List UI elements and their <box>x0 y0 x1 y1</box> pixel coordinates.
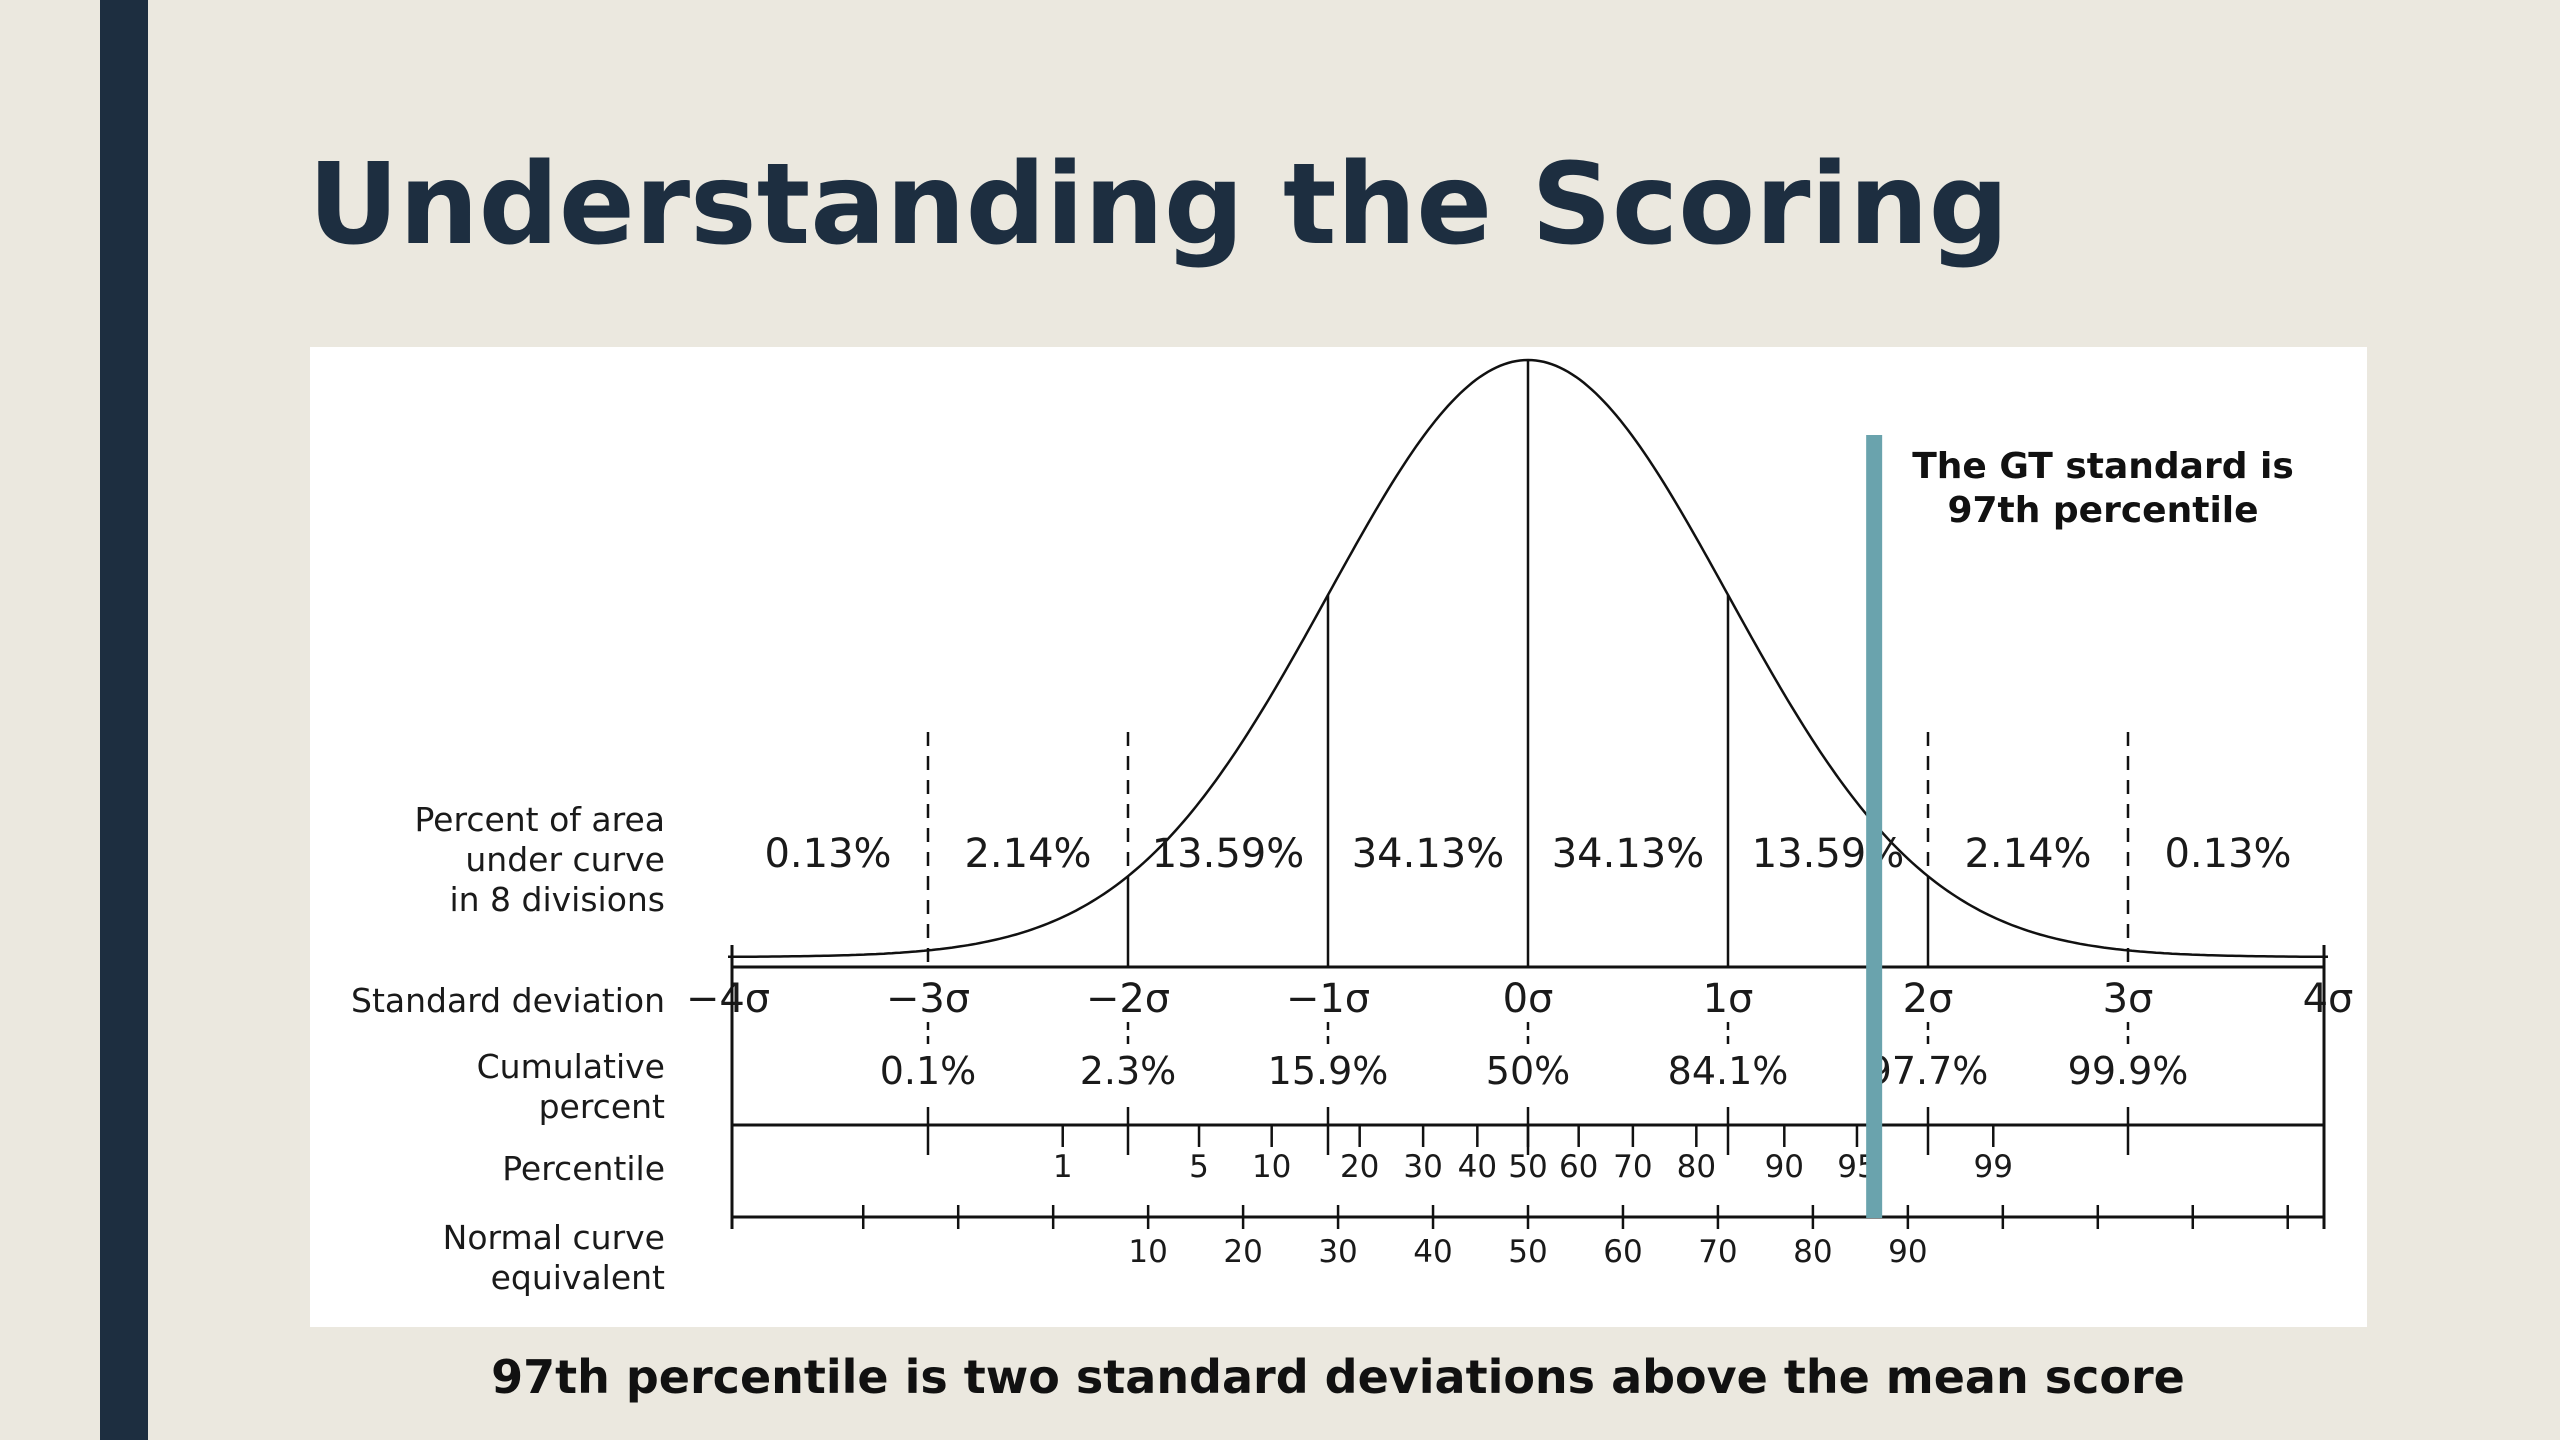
sd-label: 3σ <box>2103 976 2154 1022</box>
cumulative-percent-label: 84.1% <box>1668 1049 1789 1093</box>
cumulative-percent-label: 50% <box>1486 1049 1570 1093</box>
row-label-area: under curve <box>465 840 665 879</box>
cumulative-percent-label: 2.3% <box>1080 1049 1177 1093</box>
sd-label: 1σ <box>1703 976 1754 1022</box>
sd-label: −1σ <box>1286 976 1370 1022</box>
gt-standard-annotation: The GT standard is <box>1912 446 2294 487</box>
percentile-label: 90 <box>1765 1149 1804 1185</box>
percentile-label: 5 <box>1189 1149 1209 1185</box>
cumulative-percent-label: 97.7% <box>1868 1049 1989 1093</box>
nce-label: 70 <box>1698 1234 1737 1270</box>
slide-caption: 97th percentile is two standard deviatio… <box>491 1350 2185 1404</box>
area-percent-label: 0.13% <box>2164 831 2291 877</box>
percentile-label: 70 <box>1613 1149 1652 1185</box>
area-percent-label: 34.13% <box>1552 831 1705 877</box>
nce-label: 90 <box>1888 1234 1927 1270</box>
percentile-label: 1 <box>1053 1149 1073 1185</box>
row-label-cumulative: percent <box>539 1087 665 1126</box>
area-percent-label: 0.13% <box>764 831 891 877</box>
row-label-area: Percent of area <box>414 800 665 839</box>
nce-label: 80 <box>1793 1234 1832 1270</box>
nce-label: 10 <box>1128 1234 1167 1270</box>
nce-label: 40 <box>1413 1234 1452 1270</box>
cumulative-percent-label: 99.9% <box>2068 1049 2189 1093</box>
cumulative-percent-label: 0.1% <box>880 1049 977 1093</box>
row-label-percentile: Percentile <box>502 1149 665 1188</box>
sd-label: −4σ <box>686 976 770 1022</box>
nce-label: 50 <box>1508 1234 1547 1270</box>
percentile-label: 80 <box>1677 1149 1716 1185</box>
area-percent-label: 34.13% <box>1352 831 1505 877</box>
sd-label: 2σ <box>1903 976 1954 1022</box>
row-label-sd: Standard deviation <box>351 981 665 1020</box>
cumulative-percent-label: 15.9% <box>1268 1049 1389 1093</box>
gt-standard-marker <box>1866 435 1883 1218</box>
row-label-nce: equivalent <box>491 1258 665 1297</box>
area-percent-label: 2.14% <box>964 831 1091 877</box>
row-label-cumulative: Cumulative <box>477 1047 665 1086</box>
percentile-label: 50 <box>1508 1149 1547 1185</box>
gt-standard-annotation: 97th percentile <box>1947 490 2258 531</box>
slide-title: Understanding the Scoring <box>308 140 2009 270</box>
percentile-label: 40 <box>1458 1149 1497 1185</box>
normal-distribution-figure: 0.13% 2.14% 13.59% 34.13% 34.13% 13.59% 2.14% 0… <box>310 347 2367 1327</box>
sd-label: −2σ <box>1086 976 1170 1022</box>
percentile-label: 60 <box>1559 1149 1598 1185</box>
nce-label: 60 <box>1603 1234 1642 1270</box>
row-label-nce: Normal curve <box>443 1218 665 1257</box>
percentile-label: 99 <box>1974 1149 2013 1185</box>
area-percent-label: 13.59% <box>1152 831 1305 877</box>
accent-bar <box>100 0 148 1440</box>
nce-label: 20 <box>1223 1234 1262 1270</box>
percentile-label: 30 <box>1403 1149 1442 1185</box>
nce-label: 30 <box>1318 1234 1357 1270</box>
sd-label: 0σ <box>1503 976 1554 1022</box>
row-label-area: in 8 divisions <box>449 880 665 919</box>
sd-label: −3σ <box>886 976 970 1022</box>
sd-label: 4σ <box>2303 976 2354 1022</box>
percentile-label: 10 <box>1252 1149 1291 1185</box>
area-percent-label: 2.14% <box>1964 831 2091 877</box>
percentile-label: 20 <box>1340 1149 1379 1185</box>
normal-curve-diagram: 0.13% 2.14% 13.59% 34.13% 34.13% 13.59% 2.14% 0… <box>351 358 2354 1297</box>
